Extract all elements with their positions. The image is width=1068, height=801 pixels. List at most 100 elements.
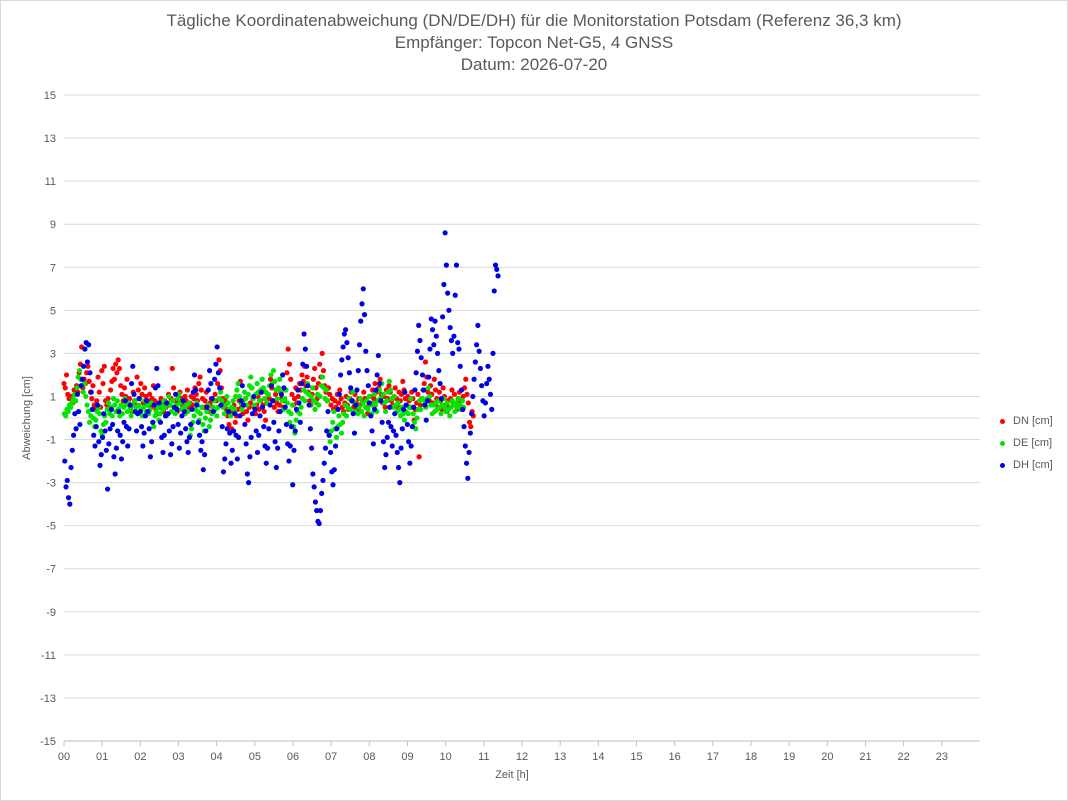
data-point-de bbox=[243, 396, 249, 402]
data-point-dh bbox=[283, 421, 290, 428]
data-point-dn bbox=[416, 454, 422, 460]
data-point-dh bbox=[239, 383, 245, 389]
data-point-dh bbox=[175, 421, 181, 428]
data-point-dn bbox=[431, 376, 437, 382]
data-point-dh bbox=[224, 426, 230, 432]
x-tick-label: 18 bbox=[745, 751, 757, 763]
data-point-dh bbox=[151, 402, 157, 408]
data-point-de bbox=[69, 400, 75, 406]
data-point-dn bbox=[196, 380, 202, 387]
legend-item-dn: DN [cm] bbox=[1000, 410, 1053, 432]
data-point-dh bbox=[479, 383, 485, 389]
data-point-dh bbox=[388, 424, 394, 430]
data-point-dh bbox=[463, 460, 470, 466]
x-tick-label: 11 bbox=[478, 751, 489, 763]
data-point-dh bbox=[277, 408, 283, 415]
data-point-de bbox=[357, 396, 363, 402]
data-point-dh bbox=[280, 372, 286, 378]
data-point-dh bbox=[330, 482, 336, 488]
data-point-dh bbox=[218, 402, 224, 408]
data-point-dh bbox=[223, 441, 229, 447]
data-point-dn bbox=[139, 391, 145, 397]
data-point-dh bbox=[404, 421, 410, 428]
data-point-de bbox=[414, 415, 420, 421]
x-tick-label: 19 bbox=[783, 751, 795, 763]
data-point-de bbox=[456, 396, 462, 402]
data-point-dh bbox=[378, 398, 384, 404]
data-point-dn bbox=[65, 391, 71, 397]
data-point-dn bbox=[105, 396, 111, 402]
data-point-dh bbox=[189, 406, 195, 412]
data-point-dn bbox=[121, 385, 128, 391]
y-tick-label: 9 bbox=[50, 219, 56, 231]
data-point-dh bbox=[271, 419, 277, 425]
data-point-de bbox=[277, 376, 283, 382]
data-point-dh bbox=[144, 398, 150, 404]
data-point-de bbox=[83, 393, 89, 400]
data-point-dh bbox=[253, 428, 259, 434]
data-point-dh bbox=[319, 490, 325, 496]
data-point-de bbox=[197, 411, 204, 417]
legend-dot-de bbox=[1000, 440, 1005, 446]
data-point-dh bbox=[314, 507, 320, 514]
data-point-dh bbox=[356, 342, 363, 348]
data-point-de bbox=[241, 389, 248, 395]
data-point-dn bbox=[135, 387, 141, 393]
data-point-dh bbox=[466, 449, 472, 456]
data-point-de bbox=[340, 419, 346, 425]
data-point-dh bbox=[257, 413, 263, 419]
data-point-dn bbox=[319, 350, 325, 356]
data-point-de bbox=[114, 398, 120, 404]
data-point-de bbox=[438, 411, 444, 417]
data-point-dh bbox=[431, 342, 437, 348]
data-point-dh bbox=[477, 365, 483, 372]
data-point-dh bbox=[112, 471, 118, 477]
data-point-dn bbox=[295, 393, 301, 400]
data-point-dh bbox=[453, 262, 460, 268]
data-point-dh bbox=[451, 333, 457, 339]
data-point-dh bbox=[413, 370, 419, 376]
data-point-dh bbox=[360, 286, 366, 292]
data-point-de bbox=[188, 426, 195, 432]
data-point-dh bbox=[174, 406, 180, 412]
data-point-dh bbox=[76, 408, 82, 415]
data-point-dh bbox=[166, 428, 172, 434]
data-point-dh bbox=[375, 352, 381, 359]
data-point-de bbox=[328, 428, 334, 434]
data-point-dh bbox=[234, 456, 240, 462]
data-point-dh bbox=[476, 348, 482, 354]
data-point-dh bbox=[300, 361, 306, 367]
data-point-dh bbox=[241, 402, 247, 408]
data-point-dh bbox=[213, 361, 219, 367]
data-point-de bbox=[224, 393, 230, 400]
data-point-de bbox=[427, 393, 433, 400]
legend-dot-dn bbox=[1000, 418, 1005, 424]
data-point-dh bbox=[389, 443, 395, 449]
data-point-dh bbox=[140, 443, 146, 449]
data-point-dh bbox=[384, 434, 390, 440]
data-point-dh bbox=[227, 430, 233, 436]
data-point-dh bbox=[201, 452, 208, 458]
x-tick-label: 06 bbox=[287, 751, 299, 763]
data-point-de bbox=[259, 376, 265, 382]
data-point-dn bbox=[386, 383, 392, 389]
data-point-de bbox=[230, 398, 236, 404]
data-point-dh bbox=[266, 426, 272, 432]
data-point-dh bbox=[303, 363, 310, 369]
data-point-de bbox=[275, 385, 282, 391]
data-point-dh bbox=[398, 445, 404, 451]
data-point-dh bbox=[155, 383, 161, 389]
data-point-dh bbox=[203, 428, 209, 434]
data-point-dh bbox=[87, 370, 93, 376]
data-point-dh bbox=[436, 368, 442, 374]
data-point-dn bbox=[328, 402, 334, 408]
data-point-de bbox=[327, 439, 333, 445]
data-point-dh bbox=[188, 421, 194, 428]
x-tick-label: 10 bbox=[440, 751, 452, 763]
data-point-dh bbox=[392, 411, 398, 417]
data-point-dh bbox=[77, 421, 83, 428]
data-point-de bbox=[207, 417, 214, 423]
data-point-de bbox=[452, 408, 458, 415]
data-point-de bbox=[308, 393, 314, 400]
data-point-dh bbox=[390, 428, 397, 434]
